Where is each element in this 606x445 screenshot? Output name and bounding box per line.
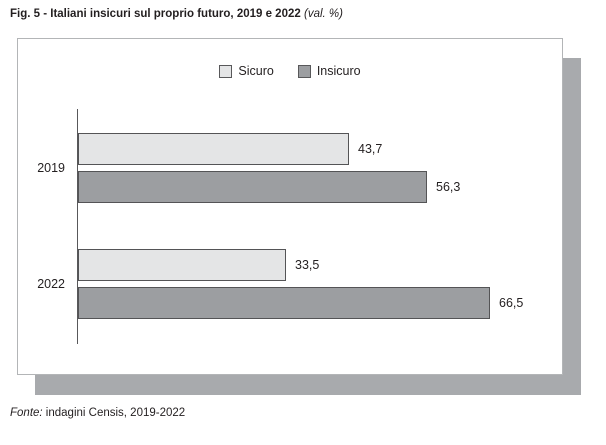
source-text: indagini Censis, 2019-2022 <box>42 407 186 419</box>
legend-item-sicuro: Sicuro <box>219 64 274 78</box>
chart-panel: Sicuro Insicuro 2019 43,7 56,3 2022 33,5 66,5 <box>17 38 563 375</box>
figure-title: Fig. 5 - Italiani insicuri sul proprio f… <box>10 7 343 21</box>
legend-item-insicuro: Insicuro <box>297 64 361 78</box>
value-label-2019-sicuro: 43,7 <box>358 142 383 156</box>
value-label-2019-insicuro: 56,3 <box>436 180 461 194</box>
legend: Sicuro Insicuro <box>18 64 562 78</box>
legend-label: Insicuro <box>316 64 361 78</box>
category-label-2019: 2019 <box>37 161 65 175</box>
y-axis-line <box>77 109 78 344</box>
figure-title-main: Fig. 5 - Italiani insicuri sul proprio f… <box>10 8 301 20</box>
legend-swatch-icon <box>219 64 233 78</box>
bar-2019-sicuro <box>78 133 349 165</box>
source-prefix: Fonte: <box>10 407 43 419</box>
value-label-2022-insicuro: 66,5 <box>499 296 524 310</box>
category-label-2022: 2022 <box>37 277 65 291</box>
bar-2019-insicuro <box>78 171 427 203</box>
source-note: Fonte: indagini Censis, 2019-2022 <box>10 406 185 420</box>
bar-2022-insicuro <box>78 287 490 319</box>
legend-label: Sicuro <box>238 64 274 78</box>
bar-2022-sicuro <box>78 249 286 281</box>
value-label-2022-sicuro: 33,5 <box>295 258 320 272</box>
legend-swatch-icon <box>297 64 311 78</box>
plot-area: 2019 43,7 56,3 2022 33,5 66,5 <box>37 109 564 344</box>
figure-title-unit: (val. %) <box>303 8 343 20</box>
